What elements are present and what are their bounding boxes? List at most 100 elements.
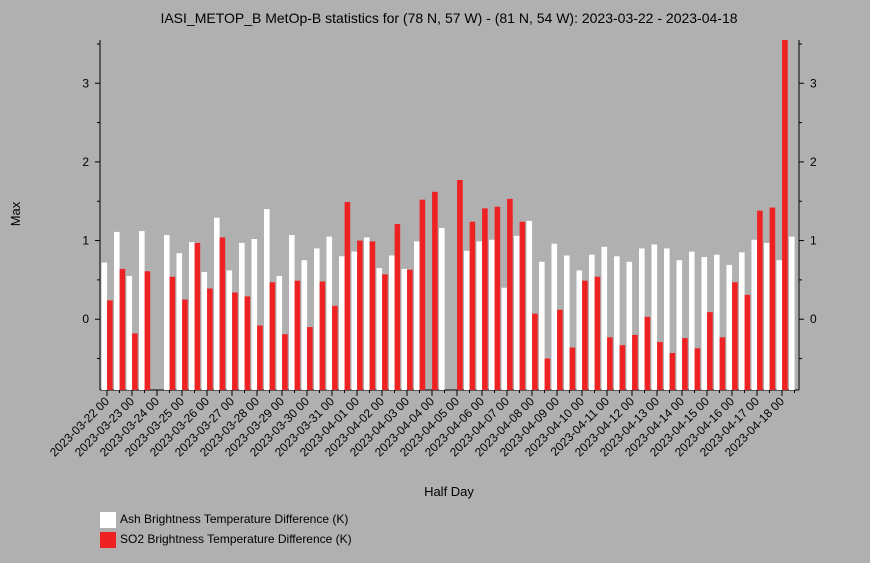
bar-so2 [432,191,438,390]
bar-so2 [494,206,501,390]
bar-so2 [582,280,588,390]
bar-ash [214,217,220,390]
bar-so2 [594,276,601,390]
bar-so2 [219,237,226,390]
bar-ash [201,272,208,390]
bar-so2 [144,271,151,390]
bar-ash [764,242,770,390]
bar-ash [176,253,183,390]
bar-ash [364,237,370,390]
bar-ash [514,235,520,390]
bar-ash [464,250,470,390]
y-tick-label: 1 [82,234,89,248]
bar-so2 [419,199,426,390]
bar-so2 [169,276,176,390]
bar-ash [189,242,195,390]
bar-so2 [644,316,651,390]
chart-title: IASI_METOP_B MetOp-B statistics for (78 … [160,10,737,26]
bar-ash [326,236,333,390]
bar-so2 [244,296,251,390]
bar-so2 [569,347,576,390]
bar-so2 [482,208,488,390]
y-tick-label: 3 [82,76,89,90]
bar-ash [664,248,670,390]
bar-ash [239,242,245,390]
bar-so2 [344,202,351,390]
bar-so2 [357,240,363,390]
y-tick-label-right: 3 [810,76,817,90]
bar-ash [276,275,283,390]
bar-so2 [719,337,726,390]
bar-so2 [294,280,301,390]
bar-so2 [519,221,526,390]
bar-so2 [269,282,276,390]
bar-ash [126,275,133,390]
y-tick-label: 0 [82,312,89,326]
bar-ash [589,254,595,390]
bar-so2 [257,325,263,390]
bar-ash [701,257,708,390]
bar-so2 [194,242,201,390]
bar-ash [251,238,258,390]
bar-so2 [769,207,776,390]
x-axis-label: Half Day [424,484,474,499]
legend-so2-label: SO2 Brightness Temperature Difference (K… [120,532,352,547]
bar-ash [289,235,295,390]
bar-ash [489,239,495,390]
legend-ash: Ash Brightness Temperature Difference (K… [100,512,348,528]
bar-ash [789,236,795,390]
bar-so2 [407,269,413,390]
bar-ash [651,244,658,390]
bar-so2 [457,180,463,390]
bar-ash [564,255,570,390]
bar-ash [439,227,445,390]
bar-so2 [669,353,676,390]
bar-ash [376,268,383,390]
bar-ash [264,209,270,390]
y-axis-label: Max [8,201,23,226]
bar-ash [601,246,608,390]
bar-ash [164,235,170,390]
bar-ash [614,256,620,390]
bar-so2 [394,224,401,390]
bar-ash [739,252,745,390]
bar-so2 [682,338,688,390]
bar-so2 [632,334,638,390]
bar-ash [714,254,720,390]
y-tick-label-right: 1 [810,234,817,248]
bar-so2 [232,292,238,390]
bar-ash [389,255,395,390]
bar-so2 [369,241,376,390]
bar-ash [351,251,358,390]
bar-so2 [107,300,113,390]
legend-so2: SO2 Brightness Temperature Difference (K… [100,532,352,548]
bar-so2 [732,282,738,390]
bar-ash [776,260,783,390]
bar-so2 [382,274,388,390]
bar-so2 [707,312,713,390]
y-tick-label-right: 0 [810,312,817,326]
bar-ash [114,231,120,390]
bar-ash [501,287,508,390]
bar-ash [401,268,408,390]
bar-so2 [469,221,476,390]
bar-ash [551,243,558,390]
bar-ash [689,251,695,390]
bar-ash [226,270,233,390]
bar-so2 [619,345,626,390]
bar-ash [639,248,645,390]
bar-so2 [319,281,326,390]
bar-ash [676,260,683,390]
bar-so2 [532,313,538,390]
bar-ash [576,270,583,390]
bar-ash [339,256,345,390]
bar-ash [626,261,633,390]
bar-so2 [544,358,551,390]
bar-so2 [757,210,763,390]
bar-ash [539,261,545,390]
bar-so2 [332,305,338,390]
y-tick-label-right: 2 [810,155,817,169]
legend-so2-swatch [100,532,116,548]
bar-ash [301,260,308,390]
